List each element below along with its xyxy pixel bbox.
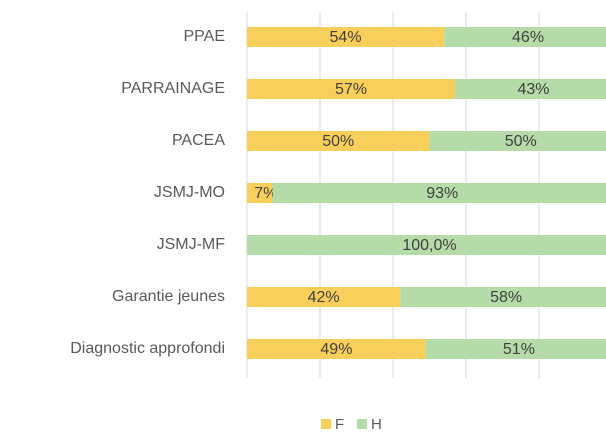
data-label: 46% — [512, 29, 544, 46]
data-label: 50% — [322, 133, 354, 150]
data-label: 43% — [518, 81, 550, 98]
bar-segment — [400, 287, 606, 307]
bar-segment — [272, 183, 606, 203]
bar-segment — [444, 27, 606, 47]
data-label: 42% — [308, 289, 340, 306]
category-label: JSMJ-MF — [157, 236, 226, 253]
legend-swatch — [321, 419, 331, 429]
data-label: 50% — [505, 133, 537, 150]
legend-label: H — [371, 416, 382, 433]
data-label: 54% — [330, 29, 362, 46]
bar-segment — [247, 235, 606, 255]
bar-segment — [247, 27, 445, 47]
bar-segment — [247, 79, 456, 99]
bar-segment — [247, 287, 401, 307]
legend-label: F — [335, 416, 344, 433]
bar-segment — [247, 131, 430, 151]
data-label: 57% — [335, 81, 367, 98]
bar-segment — [247, 183, 273, 203]
bar-segment — [429, 131, 606, 151]
data-label: 93% — [426, 185, 458, 202]
data-label: 7% — [254, 185, 277, 202]
category-label: Garantie jeunes — [112, 288, 225, 305]
data-label: 49% — [320, 341, 352, 358]
bar-segment — [425, 339, 606, 359]
category-label: PARRAINAGE — [121, 80, 225, 97]
data-label: 51% — [503, 341, 535, 358]
category-label: PPAE — [184, 28, 226, 45]
bar-segment — [247, 339, 426, 359]
bar-segment — [455, 79, 606, 99]
category-label: Diagnostic approfondi — [70, 340, 225, 357]
data-label: 58% — [490, 289, 522, 306]
category-label: JSMJ-MO — [154, 184, 225, 201]
category-label: PACEA — [172, 132, 225, 149]
legend-swatch — [357, 419, 367, 429]
data-label: 100,0% — [402, 237, 456, 254]
